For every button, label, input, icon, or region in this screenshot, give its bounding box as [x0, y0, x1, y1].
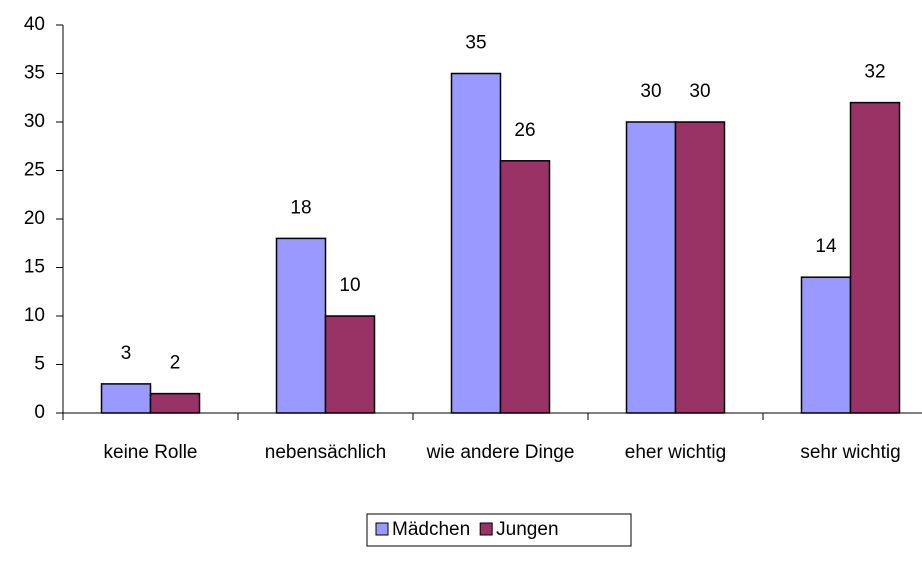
value-label: 14: [815, 236, 837, 257]
y-tick-label: 0: [34, 402, 45, 423]
value-label: 32: [864, 62, 885, 83]
y-tick-label: 25: [24, 160, 45, 181]
bar: [275, 237, 327, 414]
bar: [499, 160, 551, 414]
value-label: 30: [640, 81, 661, 102]
value-label: 10: [339, 275, 360, 296]
y-tick-label: 35: [24, 63, 45, 84]
legend-box: [366, 513, 632, 547]
bar: [324, 315, 376, 414]
x-tick-label: wie andere Dinge: [426, 442, 575, 463]
legend-label: Mädchen: [392, 519, 470, 540]
y-tick-label: 10: [24, 305, 45, 326]
value-label: 18: [290, 197, 311, 218]
value-label: 30: [689, 81, 710, 102]
value-label: 26: [514, 120, 535, 141]
y-tick-label: 40: [24, 14, 45, 35]
bar: [450, 72, 502, 414]
legend-swatch: [375, 522, 389, 536]
y-tick-label: 20: [24, 208, 45, 229]
value-label: 2: [170, 353, 181, 374]
x-tick-label: keine Rolle: [104, 442, 198, 463]
y-tick-label: 5: [34, 354, 45, 375]
bar: [625, 121, 677, 414]
bar: [800, 276, 852, 414]
y-tick-label: 30: [24, 111, 45, 132]
value-label: 3: [121, 343, 132, 364]
y-tick-label: 15: [24, 257, 45, 278]
legend-label: Jungen: [496, 519, 558, 540]
x-tick-label: nebensächlich: [265, 442, 386, 463]
x-tick-label: eher wichtig: [625, 442, 726, 463]
bar: [674, 121, 726, 414]
value-label: 35: [465, 33, 486, 54]
bar: [100, 383, 152, 414]
legend-swatch: [479, 522, 493, 536]
x-tick-label: sehr wichtig: [800, 442, 900, 463]
bar: [149, 392, 201, 414]
bar: [849, 101, 901, 414]
